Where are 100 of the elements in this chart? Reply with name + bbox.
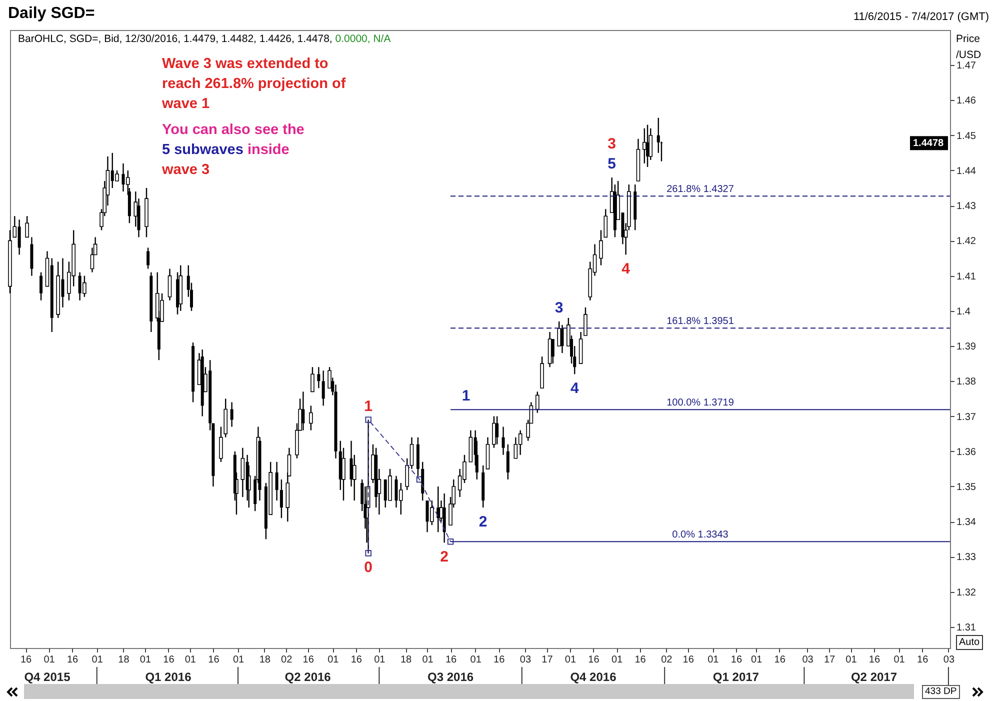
y-tick-label: 1.47 <box>956 60 976 72</box>
candlestick <box>642 128 646 164</box>
x2-tick-label: Q2 2016 <box>284 670 332 684</box>
candlestick <box>604 208 608 238</box>
y-tick-label: 1.33 <box>956 552 976 564</box>
candlestick <box>518 430 522 456</box>
x2-tick-label: Q4 2015 <box>24 670 71 684</box>
x-tick-label: 16 <box>917 654 929 666</box>
x-tick-label: 16 <box>350 654 362 666</box>
candlestick <box>25 216 29 238</box>
x-tick-label: 16 <box>588 654 600 666</box>
x-tick-label: 01 <box>751 654 763 666</box>
x-tick-label: 01 <box>894 654 906 666</box>
y-tick-label: 1.34 <box>956 517 976 528</box>
series-label: 261.8% 1.4327 <box>666 184 734 196</box>
annotation: 5 subwaves <box>162 142 244 158</box>
x-tick-label: 16 <box>494 654 506 666</box>
x-tick-label: 01 <box>564 654 576 666</box>
candlestick <box>302 391 305 431</box>
text: 433 DP <box>922 685 960 699</box>
annotation: 4 <box>622 260 631 278</box>
candlestick <box>560 324 564 354</box>
annotation: 1 <box>462 388 470 405</box>
series-label: 161.8% 1.3951 <box>666 316 734 328</box>
x2-tick-label: Q1 2017 <box>712 670 760 684</box>
candlestick <box>90 247 94 273</box>
x-tick-label: 01 <box>92 654 104 666</box>
x-tick-label: 18 <box>118 654 130 666</box>
x-tick-label: 03 <box>802 654 814 666</box>
x-tick-label: 03 <box>943 654 955 666</box>
y-tick-label: 1.39 <box>956 342 976 353</box>
annotation: 0.0000, N/A <box>335 33 391 45</box>
candlestick <box>240 447 245 498</box>
series-label: 0.0% 1.3343 <box>672 530 729 541</box>
x-tick-label: 18 <box>259 654 271 666</box>
candlestick <box>146 247 150 270</box>
y-tick-label: 1.42 <box>956 236 976 248</box>
x-tick-label: 16 <box>774 654 786 666</box>
candlestick <box>584 306 588 336</box>
x-tick-label: 16 <box>445 654 458 666</box>
y-tick-label: 1.36 <box>956 446 976 458</box>
x-tick-label: 16 <box>66 654 79 666</box>
annotation: Wave 3 was extended to reach 261.8% projection of wave 1 <box>162 56 346 112</box>
annotation: inside <box>247 142 290 158</box>
x-tick-label: 01 <box>140 654 152 666</box>
x2-tick-label: Q2 2017 <box>850 670 898 684</box>
y-tick-label: 1.32 <box>956 587 976 598</box>
annotation: 1.4478 <box>913 138 944 150</box>
candlestick <box>496 416 499 445</box>
x2-tick-label: Q1 2016 <box>145 670 192 684</box>
annotation: 0 <box>364 559 372 576</box>
annotation: You can also see the <box>162 122 304 138</box>
x-tick-label: 17 <box>542 654 554 666</box>
y-tick-label: 1.41 <box>956 271 976 282</box>
candlestick <box>502 426 505 456</box>
x-tick-label: 17 <box>824 654 836 666</box>
chart-subtitle: 11/6/2015 - 7/4/2017 (GMT) <box>853 11 989 23</box>
candlestick <box>506 444 510 480</box>
x-tick-label: 01 <box>470 654 482 666</box>
annotation: 2 <box>478 514 488 531</box>
x-tick-label: 01 <box>232 654 245 666</box>
candlestick <box>280 478 283 519</box>
annotation: 3 <box>554 299 564 316</box>
y-tick-label: 1.35 <box>956 482 976 493</box>
y-tick-label: 1.37 <box>956 412 976 423</box>
candlestick <box>230 402 234 428</box>
candlestick <box>535 391 540 414</box>
x-tick-label: 01 <box>374 654 386 666</box>
candlestick <box>275 461 278 502</box>
x-tick-label: 02 <box>661 654 673 666</box>
x-tick-label: 16 <box>163 654 175 666</box>
y-tick-label: 1.43 <box>956 201 976 212</box>
candlestick <box>551 338 554 364</box>
candlestick <box>40 272 43 301</box>
x-tick-label: 01 <box>44 654 56 666</box>
x-tick-label: 02 <box>281 654 293 666</box>
x-tick-label: 16 <box>634 654 646 666</box>
candlestick <box>436 486 440 533</box>
annotation: BarOHLC, SGD=, Bid, 12/30/2016, 1.4479, 1.4482, 1.4426, 1.4478, <box>18 33 334 45</box>
candlestick <box>514 436 518 459</box>
candlestick <box>115 170 119 182</box>
annotation: 4 <box>570 380 580 398</box>
chart-title: Daily SGD= <box>8 5 95 23</box>
candlestick <box>82 275 86 298</box>
x-tick-label: 01 <box>846 654 858 666</box>
candlestick <box>309 405 313 431</box>
x-tick-label: 01 <box>422 654 434 666</box>
x-tick-label: 16 <box>208 654 220 666</box>
candlestick <box>398 482 403 516</box>
x-tick-label: 01 <box>611 654 623 666</box>
x-tick-label: 16 <box>20 654 32 666</box>
y-tick-label: 1.45 <box>956 130 976 142</box>
x-tick-label: 16 <box>302 654 314 666</box>
x-tick-label: 16 <box>682 654 694 666</box>
candlestick <box>599 230 603 266</box>
x2-tick-label: Q3 2016 <box>428 670 474 684</box>
annotation: wave 3 <box>162 162 210 178</box>
x-tick-label: 03 <box>520 654 532 666</box>
y-axis-title: Price /USD <box>956 32 982 62</box>
candlestick <box>322 370 325 406</box>
